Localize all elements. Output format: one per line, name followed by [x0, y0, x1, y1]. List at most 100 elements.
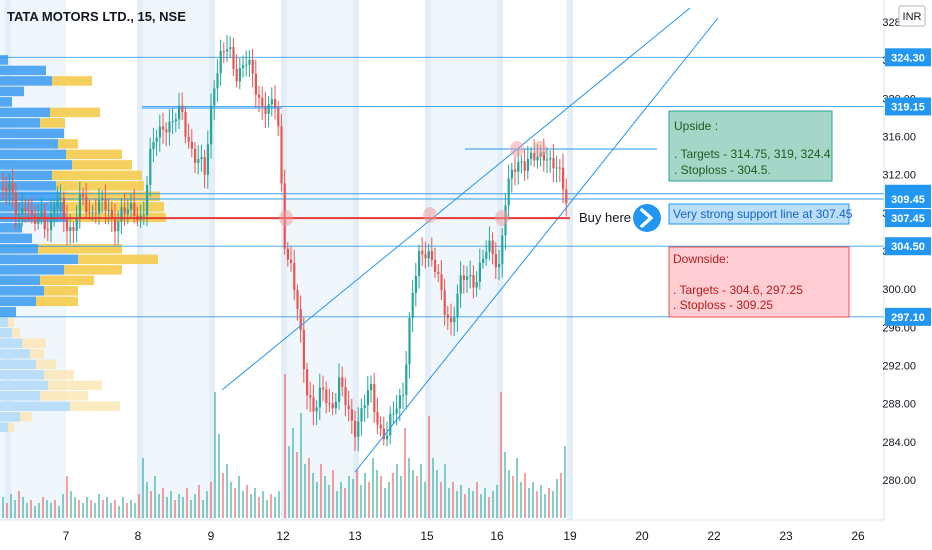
- candle-body: [296, 290, 299, 309]
- volume-bar: [78, 500, 80, 518]
- time-tick-label: 9: [208, 529, 215, 543]
- time-axis[interactable]: 7 8 9 12 13 15 16 19 20 22 23 26: [63, 529, 865, 543]
- candle-body: [235, 68, 238, 82]
- candle-body: [85, 196, 88, 213]
- volume-bar: [42, 497, 44, 518]
- time-tick-label: 13: [348, 529, 362, 543]
- volume-profile-bar-yellow: [64, 202, 164, 212]
- support-note[interactable]: Very strong support line at 307.45: [668, 203, 853, 225]
- chevron-right-icon: [640, 208, 653, 228]
- candle-body: [299, 308, 302, 331]
- candle-body: [267, 104, 270, 114]
- volume-bar: [170, 491, 172, 518]
- candle-body: [165, 129, 168, 133]
- volume-bar: [316, 482, 318, 518]
- volume-bar: [456, 491, 458, 518]
- volume-bar: [360, 485, 362, 518]
- candle-body: [171, 121, 174, 123]
- candle-body: [366, 390, 369, 406]
- volume-bar: [512, 476, 514, 518]
- candle-body: [501, 235, 504, 264]
- candle-body: [350, 409, 353, 421]
- candle-body: [120, 207, 123, 222]
- volume-bar: [214, 392, 216, 518]
- volume-bar: [412, 470, 414, 518]
- volume-profile-bar-yellow: [72, 160, 132, 170]
- candle-body: [293, 263, 296, 291]
- volume-bar: [54, 500, 56, 518]
- candle-body: [376, 411, 379, 425]
- volume-bar: [250, 494, 252, 518]
- candle-body: [245, 64, 248, 66]
- candle-body: [546, 159, 549, 161]
- candle-body: [216, 73, 219, 89]
- candle-body: [290, 259, 293, 264]
- candle-body: [510, 169, 513, 179]
- volume-bar: [210, 482, 212, 518]
- volume-bar: [392, 473, 394, 518]
- volume-profile-bar-yellow: [40, 118, 65, 128]
- currency-box[interactable]: [898, 5, 926, 27]
- volume-bar: [206, 491, 208, 518]
- volume-bar: [50, 503, 52, 518]
- candle-body: [322, 387, 325, 390]
- channel-line-lower: [354, 17, 719, 473]
- price-label-text: 304.50: [891, 241, 925, 253]
- volume-profile-bar-yellow: [52, 170, 142, 181]
- candle-body: [443, 290, 446, 315]
- volume-bar: [94, 503, 96, 518]
- candle-body: [59, 197, 62, 199]
- candle-body: [507, 178, 510, 206]
- candle-body: [53, 207, 56, 214]
- time-tick-label: 15: [420, 529, 434, 543]
- volume-profile-bar-blue: [0, 65, 46, 76]
- volume-bar: [460, 485, 462, 518]
- candle-body: [459, 275, 462, 294]
- candle-body: [488, 240, 491, 252]
- volume-profile-bar-yellow: [38, 244, 122, 254]
- volume-profile-bar-yellow: [22, 338, 46, 349]
- candle-body: [62, 197, 65, 218]
- candle-body: [229, 47, 232, 50]
- candle-body: [517, 162, 520, 172]
- candle-body: [226, 49, 229, 52]
- buy-arrow-badge[interactable]: [633, 204, 661, 232]
- candle-body: [46, 229, 49, 231]
- volume-bar: [118, 506, 120, 518]
- volume-bar: [186, 488, 188, 518]
- candle-body: [123, 207, 126, 214]
- volume-bar: [292, 428, 294, 518]
- candle-body: [18, 213, 21, 216]
- candle-body: [101, 198, 104, 201]
- upside-title: Upside :: [674, 119, 718, 133]
- candle-body: [533, 152, 536, 161]
- volume-bar: [548, 488, 550, 518]
- volume-profile-bar-yellow: [44, 370, 74, 380]
- downside-title: Downside:: [673, 252, 729, 266]
- candle-body: [472, 274, 475, 288]
- volume-bar: [332, 470, 334, 518]
- volume-profile-bar-blue: [0, 349, 30, 359]
- volume-profile-bar-blue: [0, 107, 50, 118]
- price-tick-label: 300.00: [882, 284, 916, 296]
- candle-body: [251, 59, 254, 74]
- candle-body: [328, 403, 331, 405]
- upside-note[interactable]: Upside : . Targets - 314.75, 319, 324.4 …: [668, 110, 833, 182]
- downside-note[interactable]: Downside: . Targets - 304.6, 297.25 . St…: [668, 246, 850, 318]
- candle-body: [526, 158, 529, 171]
- candle-body: [523, 161, 526, 171]
- candle-body: [248, 59, 251, 65]
- candle-body: [8, 183, 11, 192]
- volume-bar: [448, 488, 450, 518]
- volume-profile-bar-blue: [0, 170, 52, 181]
- volume-profile-bar-blue: [0, 275, 40, 286]
- candle-body: [542, 152, 545, 161]
- time-tick-label: 8: [135, 529, 142, 543]
- candle-body: [11, 183, 14, 193]
- volume-bar: [436, 470, 438, 518]
- candle-body: [536, 156, 539, 161]
- volume-profile-bar-yellow: [70, 401, 120, 412]
- price-tick-label: 312.00: [882, 170, 916, 182]
- volume-profile-bar-blue: [0, 286, 44, 296]
